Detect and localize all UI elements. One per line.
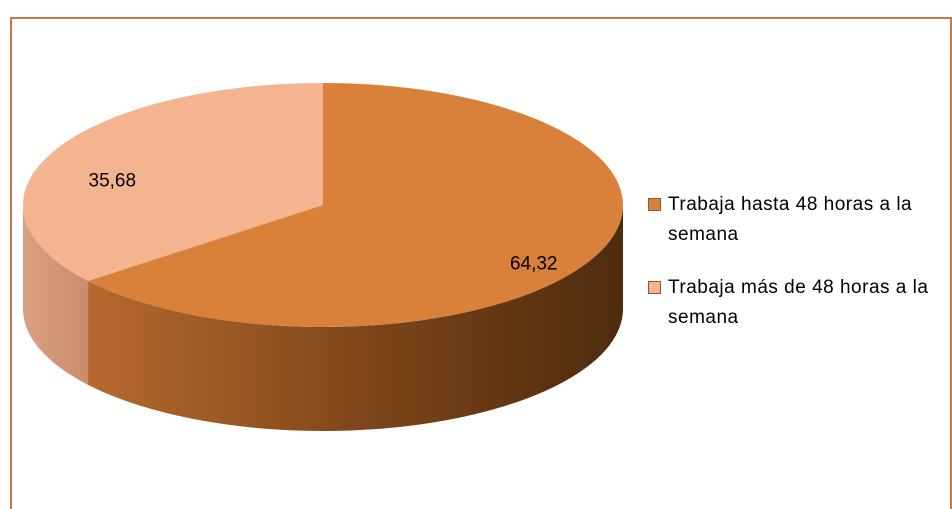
legend-item: Trabaja hasta 48 horas a la semana	[648, 190, 943, 250]
legend-swatch	[648, 281, 661, 294]
legend-label: Trabaja más de 48 horas a la semana	[668, 277, 929, 328]
chart-frame	[10, 17, 952, 509]
data-label: 64,32	[510, 253, 558, 274]
slice-side	[88, 205, 624, 432]
data-label: 35,68	[89, 171, 137, 192]
legend-item: Trabaja más de 48 horas a la semana	[648, 273, 943, 333]
legend-swatch	[648, 198, 661, 211]
legend-label: Trabaja hasta 48 horas a la semana	[668, 194, 913, 245]
pie-slice	[88, 83, 623, 328]
slice-side	[23, 205, 89, 385]
pie-slice	[23, 83, 323, 281]
